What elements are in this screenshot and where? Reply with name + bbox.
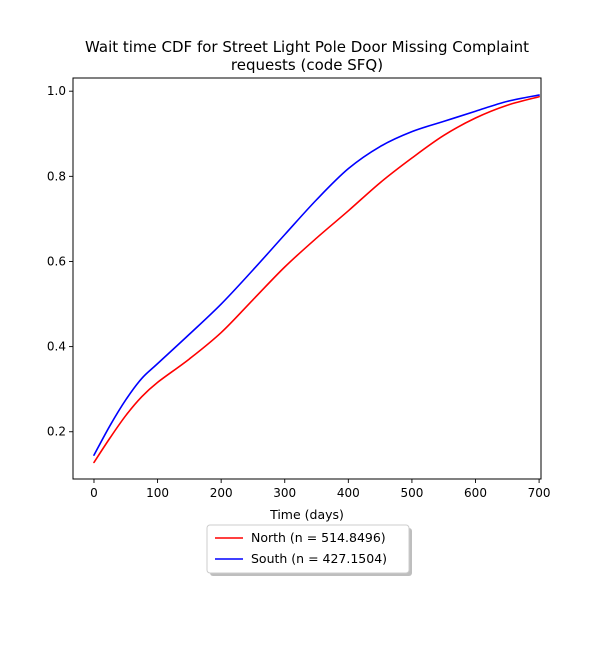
series-line-north	[93, 95, 540, 464]
legend-label: South (n = 427.1504)	[251, 551, 387, 566]
x-axis-label: Time (days)	[269, 507, 344, 522]
x-axis-ticks: 0 100 200 300 400 500 600 700	[90, 479, 551, 500]
y-tick-label: 0.4	[47, 340, 66, 354]
legend-entries: North (n = 514.8496) South (n = 427.1504)	[215, 530, 387, 566]
x-tick-label: 100	[146, 486, 169, 500]
x-tick-label: 200	[210, 486, 233, 500]
x-tick-label: 700	[528, 486, 551, 500]
x-tick-label: 500	[400, 486, 423, 500]
y-tick-label: 0.8	[47, 169, 66, 183]
y-tick-label: 0.2	[47, 425, 66, 439]
series-layer	[93, 94, 540, 464]
x-tick-label: 600	[464, 486, 487, 500]
plot-frame	[72, 77, 542, 480]
series-line-south	[93, 94, 540, 456]
legend-box	[206, 524, 410, 574]
x-tick-label: 0	[90, 486, 98, 500]
legend-label: North (n = 514.8496)	[251, 530, 386, 545]
legend: North (n = 514.8496) South (n = 427.1504)	[206, 524, 412, 576]
x-tick-label: 400	[337, 486, 360, 500]
x-tick-label: 300	[273, 486, 296, 500]
chart-title-line-1: Wait time CDF for Street Light Pole Door…	[85, 38, 529, 56]
y-axis-ticks: 0.2 0.4 0.6 0.8 1.0	[47, 84, 73, 439]
y-tick-label: 1.0	[47, 84, 66, 98]
y-tick-label: 0.6	[47, 254, 66, 268]
chart-title-line-2: requests (code SFQ)	[231, 56, 383, 74]
